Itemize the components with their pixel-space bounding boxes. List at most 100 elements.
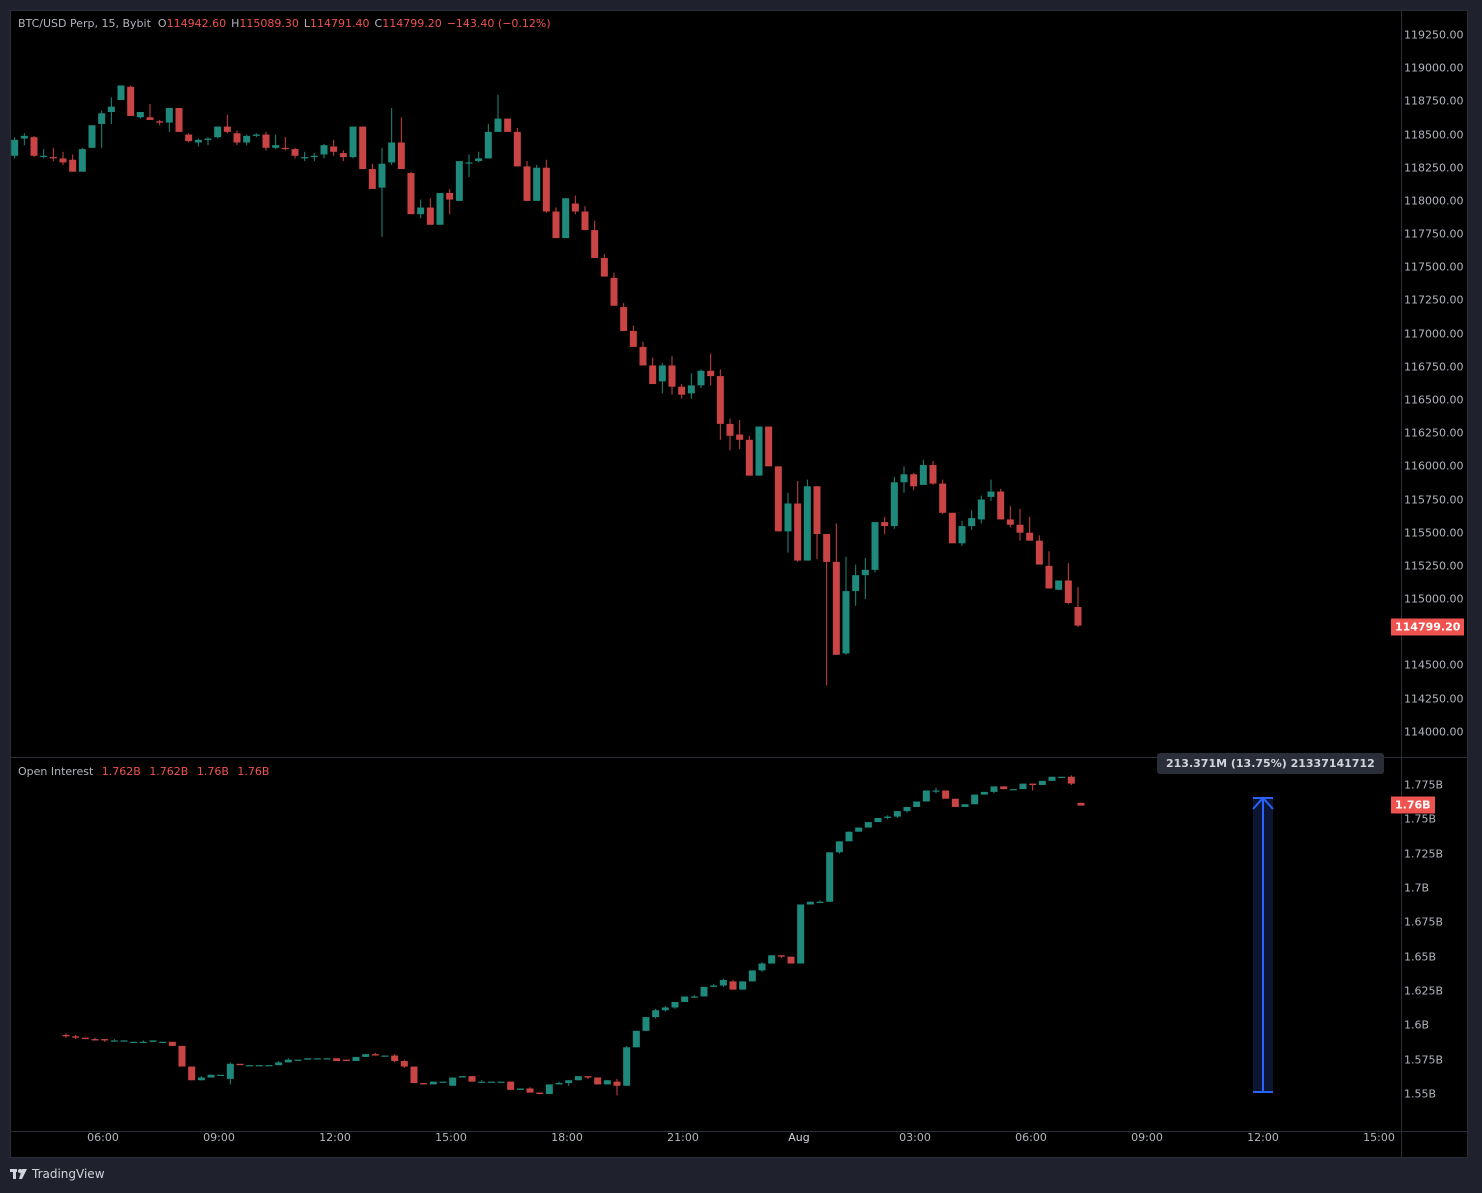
candle bbox=[20, 135, 28, 139]
candle bbox=[687, 385, 695, 394]
candle bbox=[339, 153, 347, 158]
candle bbox=[504, 118, 512, 132]
candle bbox=[388, 142, 396, 163]
candle bbox=[874, 817, 882, 823]
candle bbox=[120, 1040, 128, 1042]
candle bbox=[49, 157, 57, 159]
candlestick-plot[interactable] bbox=[11, 11, 1401, 757]
candle bbox=[72, 1036, 80, 1038]
candle bbox=[407, 173, 415, 215]
candle bbox=[185, 134, 193, 142]
time-tick: Aug bbox=[788, 1131, 810, 1144]
close-value: 114799.20 bbox=[382, 17, 442, 30]
last-oi-badge: 1.76B bbox=[1391, 796, 1435, 814]
price-tick: 115750.00 bbox=[1404, 493, 1464, 507]
candle bbox=[236, 1063, 244, 1066]
candle bbox=[320, 145, 328, 155]
candle bbox=[610, 277, 618, 306]
arrow-up-icon bbox=[1252, 796, 1274, 810]
candle bbox=[980, 791, 988, 795]
candle bbox=[652, 1010, 660, 1018]
open-interest-plot[interactable] bbox=[11, 758, 1401, 1131]
candle bbox=[768, 955, 776, 964]
candle bbox=[726, 423, 734, 436]
candle bbox=[774, 466, 782, 532]
candle bbox=[507, 1081, 515, 1090]
candle bbox=[968, 518, 976, 527]
candle bbox=[1029, 783, 1037, 785]
price-tick: 115000.00 bbox=[1404, 592, 1464, 606]
candle bbox=[417, 207, 425, 215]
low-value: 114791.40 bbox=[310, 17, 370, 30]
candle bbox=[881, 522, 889, 527]
candle bbox=[513, 131, 521, 167]
candle bbox=[574, 1076, 582, 1081]
candle bbox=[900, 474, 908, 483]
candle bbox=[806, 901, 814, 905]
candle bbox=[88, 125, 96, 148]
candle bbox=[136, 111, 144, 118]
candle bbox=[255, 1065, 263, 1067]
brand-name[interactable]: TradingView bbox=[32, 1167, 105, 1181]
candle bbox=[1074, 607, 1082, 626]
candle bbox=[710, 985, 718, 987]
price-tick: 118250.00 bbox=[1404, 161, 1464, 175]
price-tick: 116000.00 bbox=[1404, 459, 1464, 473]
candle bbox=[127, 86, 135, 116]
candle bbox=[1055, 580, 1063, 590]
candle bbox=[777, 955, 785, 957]
price-axis-border bbox=[1401, 11, 1402, 1157]
candle bbox=[649, 365, 657, 385]
price-pane[interactable] bbox=[11, 11, 1401, 757]
tradingview-logo-icon[interactable] bbox=[10, 1168, 28, 1180]
candle bbox=[294, 1059, 302, 1061]
price-tick: 119000.00 bbox=[1404, 61, 1464, 75]
candle bbox=[139, 1041, 147, 1044]
candle bbox=[1035, 540, 1043, 565]
candle bbox=[446, 192, 454, 200]
candle bbox=[458, 1076, 466, 1078]
candle bbox=[197, 1077, 205, 1081]
candle bbox=[932, 790, 940, 792]
candle bbox=[107, 106, 115, 112]
candle bbox=[661, 1007, 669, 1011]
time-tick: 12:00 bbox=[1247, 1131, 1279, 1144]
candle bbox=[62, 1034, 70, 1037]
candle bbox=[977, 499, 985, 520]
candle bbox=[794, 503, 802, 561]
candle bbox=[533, 167, 541, 201]
measure-tooltip: 213.371M (13.75%) 21337141712 bbox=[1157, 753, 1384, 774]
candle bbox=[214, 126, 222, 138]
candle bbox=[758, 963, 766, 971]
price-tick: 116750.00 bbox=[1404, 360, 1464, 374]
price-tick: 117500.00 bbox=[1404, 260, 1464, 274]
candle bbox=[484, 131, 492, 159]
candle bbox=[797, 904, 805, 964]
candle bbox=[542, 167, 550, 212]
candle bbox=[826, 852, 834, 902]
candle bbox=[110, 1040, 118, 1042]
candle bbox=[552, 211, 560, 239]
oi-tick: 1.575B bbox=[1404, 1053, 1444, 1067]
candle bbox=[310, 155, 318, 158]
candle bbox=[69, 159, 77, 172]
candle bbox=[571, 203, 579, 212]
candle bbox=[313, 1058, 321, 1060]
time-tick: 21:00 bbox=[667, 1131, 699, 1144]
time-tick: 06:00 bbox=[1015, 1131, 1047, 1144]
open-value: 114942.60 bbox=[166, 17, 227, 30]
indicator-title[interactable]: Open Interest bbox=[18, 765, 94, 778]
candle bbox=[156, 121, 164, 123]
candle bbox=[243, 135, 251, 143]
candle bbox=[1045, 565, 1053, 589]
candle bbox=[368, 169, 376, 189]
pane-separator[interactable] bbox=[11, 757, 1467, 758]
measure-arrow[interactable] bbox=[1245, 790, 1285, 1100]
candle bbox=[188, 1066, 196, 1081]
candle bbox=[642, 1017, 650, 1031]
candle bbox=[284, 1059, 292, 1063]
candle bbox=[207, 1074, 215, 1078]
open-interest-pane[interactable] bbox=[11, 758, 1401, 1131]
symbol-title[interactable]: BTC/USD Perp, 15, Bybit bbox=[18, 17, 151, 30]
candle bbox=[165, 107, 173, 123]
